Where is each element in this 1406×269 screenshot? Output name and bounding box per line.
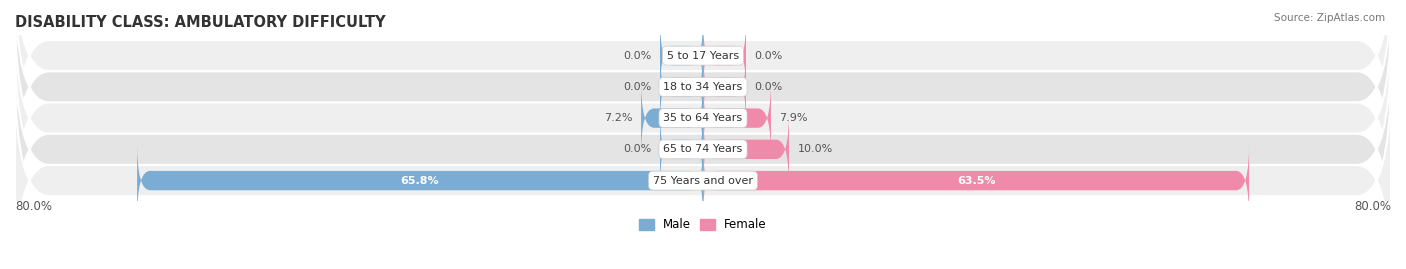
Text: 0.0%: 0.0% <box>755 82 783 92</box>
FancyBboxPatch shape <box>15 0 1391 196</box>
Text: 18 to 34 Years: 18 to 34 Years <box>664 82 742 92</box>
FancyBboxPatch shape <box>703 81 770 155</box>
FancyBboxPatch shape <box>659 50 703 124</box>
Text: 0.0%: 0.0% <box>623 144 651 154</box>
FancyBboxPatch shape <box>15 71 1391 269</box>
FancyBboxPatch shape <box>703 143 1249 218</box>
Text: 7.2%: 7.2% <box>605 113 633 123</box>
Text: 65.8%: 65.8% <box>401 176 439 186</box>
Legend: Male, Female: Male, Female <box>640 218 766 231</box>
FancyBboxPatch shape <box>659 19 703 93</box>
FancyBboxPatch shape <box>703 19 747 93</box>
Text: 10.0%: 10.0% <box>797 144 832 154</box>
Text: 35 to 64 Years: 35 to 64 Years <box>664 113 742 123</box>
FancyBboxPatch shape <box>659 112 703 186</box>
Text: 5 to 17 Years: 5 to 17 Years <box>666 51 740 61</box>
FancyBboxPatch shape <box>703 50 747 124</box>
Text: 0.0%: 0.0% <box>623 82 651 92</box>
Text: 7.9%: 7.9% <box>779 113 808 123</box>
Text: 80.0%: 80.0% <box>1354 200 1391 213</box>
FancyBboxPatch shape <box>15 0 1391 165</box>
FancyBboxPatch shape <box>703 112 789 186</box>
Text: 0.0%: 0.0% <box>755 51 783 61</box>
Text: 0.0%: 0.0% <box>623 51 651 61</box>
FancyBboxPatch shape <box>641 81 703 155</box>
Text: 75 Years and over: 75 Years and over <box>652 176 754 186</box>
Text: Source: ZipAtlas.com: Source: ZipAtlas.com <box>1274 13 1385 23</box>
Text: DISABILITY CLASS: AMBULATORY DIFFICULTY: DISABILITY CLASS: AMBULATORY DIFFICULTY <box>15 15 385 30</box>
FancyBboxPatch shape <box>15 40 1391 259</box>
Text: 65 to 74 Years: 65 to 74 Years <box>664 144 742 154</box>
Text: 63.5%: 63.5% <box>957 176 995 186</box>
Text: 80.0%: 80.0% <box>15 200 52 213</box>
FancyBboxPatch shape <box>138 143 703 218</box>
FancyBboxPatch shape <box>15 9 1391 227</box>
